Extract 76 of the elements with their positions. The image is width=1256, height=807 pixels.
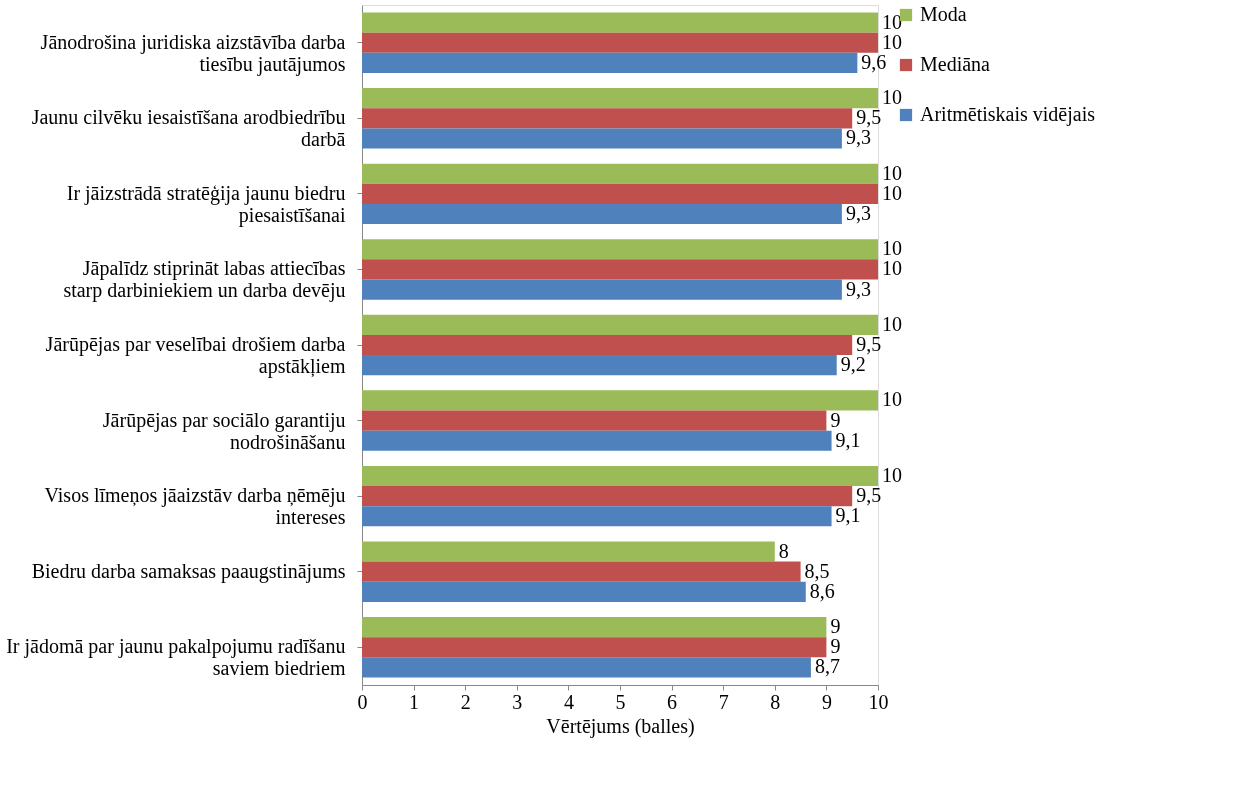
bar [362,465,878,487]
y-tick-label: Visos līmeņos jāaizstāv darba ņēmēju intereses [44,484,346,529]
bar [362,108,853,129]
data-label: 8 [778,539,789,562]
bar [362,88,878,109]
data-label: 9,5 [856,333,882,355]
data-label: 8,7 [814,655,840,678]
x-tick-label: 9 [821,690,832,713]
bar [362,52,858,73]
data-label: 10 [882,161,902,184]
bar [362,486,853,507]
x-tick-label: 8 [770,690,781,713]
bar [362,279,842,300]
x-tick-label: 7 [718,690,729,713]
bar [362,506,832,527]
data-label: 8,5 [804,559,830,582]
bar [362,581,806,602]
y-tick-label: Biedru darba samaksas paaugstinājums [31,559,346,583]
y-tick-label: Ir jāizstrādā stratēģija jaunu biedru piesaistīšanai [66,181,346,227]
data-label: 10 [882,257,902,280]
x-tick-label: 6 [667,690,678,713]
data-label: 10 [882,86,902,109]
x-tick-label: 0 [357,690,368,713]
y-tick-label: Jārūpējas par sociālo garantiju nodrošināšanu [102,408,346,453]
bar [362,183,878,204]
data-label: 10 [882,312,902,335]
x-tick-label: 4 [563,690,574,713]
data-label: 9 [830,635,841,658]
y-tick-label: Ir jādomā par jaunu pakalpojumu radīšanu saviem biedriem [6,635,346,680]
data-label: 10 [882,10,902,33]
bar [362,163,878,184]
x-tick-label: 10 [868,690,889,713]
x-tick-label: 1 [409,690,420,713]
x-tick-label: 5 [615,690,626,713]
data-label: 10 [882,388,902,411]
bar [362,410,827,431]
x-tick-label: 3 [512,690,523,713]
bar [362,430,832,451]
data-label: 9,1 [835,428,861,451]
data-label: 9,3 [845,202,871,225]
data-label: 10 [882,463,902,486]
bar [362,541,775,562]
data-label: 9,3 [845,277,871,300]
legend-label: Aritmētiskais vidējais [920,103,1096,126]
data-label: 9 [830,615,841,638]
bar [362,32,878,53]
bar [362,12,878,33]
data-label: 9,5 [856,106,882,129]
bar [362,314,878,335]
bar [362,334,853,356]
legend-label: Moda [920,3,967,25]
legend-label: Mediāna [920,53,991,75]
y-tick-label: Jānodrošina juridiska aizstāvība darba tiesību jautājumos [40,30,346,76]
y-tick-label: Jārūpējas par veselībai drošiem darba apstākļiem [45,333,346,378]
y-tick-label: Jāpalīdz stiprināt labas attiecības starp darbiniekiem un darba devēju [63,257,346,303]
bar [362,657,811,678]
data-label: 9,1 [835,504,861,527]
data-label: 9,2 [840,353,866,376]
data-label: 10 [882,181,902,204]
data-label: 9 [830,408,841,431]
data-label: 10 [882,30,902,53]
x-tick-label: 2 [460,690,471,713]
data-label: 9,6 [861,50,887,73]
bar [362,203,842,225]
bar [362,355,837,376]
bar [362,561,801,582]
bar [362,128,842,149]
bar [362,390,878,411]
bar [362,617,827,638]
bar [362,239,878,260]
y-tick-label: Jaunu cilvēku iesaistīšana arodbiedrību darbā [31,106,346,151]
data-label: 9,5 [856,484,882,507]
x-axis-title: Vērtējums (balles) [546,714,695,738]
bar [362,637,827,658]
bar [362,259,878,280]
data-label: 10 [882,237,902,260]
